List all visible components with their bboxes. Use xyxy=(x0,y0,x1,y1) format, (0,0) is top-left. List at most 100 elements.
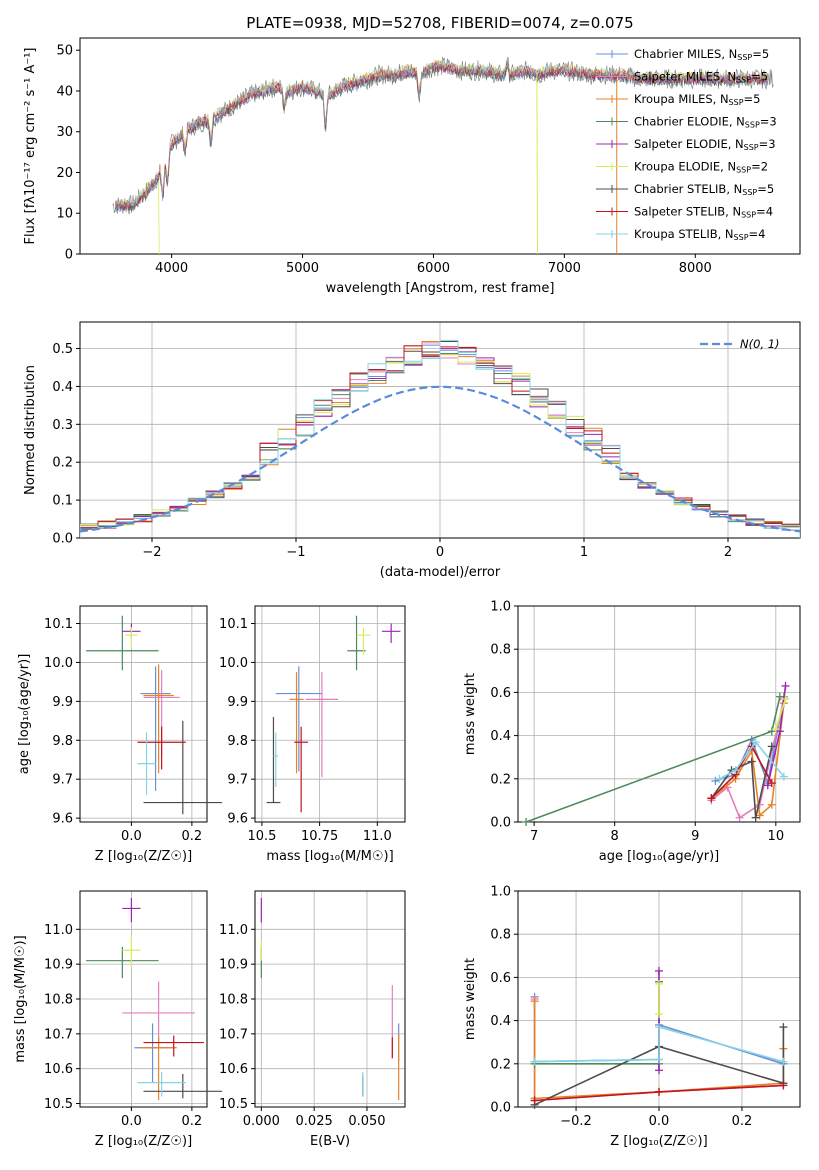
x-tick-label: 0.2 xyxy=(182,1114,203,1129)
y-tick-label: 10.0 xyxy=(44,656,73,671)
y-tick-label: 9.7 xyxy=(52,773,73,788)
y-tick-label: 0.5 xyxy=(52,342,73,357)
weight-series xyxy=(719,740,785,780)
y-axis-label: mass [log₁₀(M/M☉)] xyxy=(13,935,28,1062)
legend-label: Salpeter MILES, NSSP=5 xyxy=(634,70,768,85)
spectrum-lines xyxy=(112,56,774,254)
y-axis-label: mass weight xyxy=(463,958,478,1040)
y-tick-label: 9.8 xyxy=(52,734,73,749)
y-tick-label: 0.4 xyxy=(490,1014,511,1029)
weight-series xyxy=(775,698,787,730)
y-tick-label: 10.6 xyxy=(44,1062,73,1077)
x-tick-label: 6000 xyxy=(417,261,450,276)
legend-label: Salpeter STELIB, NSSP=4 xyxy=(634,205,773,220)
weight-series xyxy=(534,981,660,1065)
x-tick-label: −0.2 xyxy=(560,1114,592,1129)
y-tick-label: 9.9 xyxy=(227,695,248,710)
y-tick-label: 1.0 xyxy=(490,885,511,900)
x-axis-label: wavelength [Angstrom, rest frame] xyxy=(326,281,555,296)
panel-weight_vs_Z: −0.2 0.0 0.2 0.0 0.2 0.4 0.6 0.8 1.0 Z [log₁₀(Z/Z… xyxy=(463,885,801,1149)
x-tick-label: 0 xyxy=(436,545,444,560)
y-tick-label: 0.8 xyxy=(490,643,511,658)
legend-label: Kroupa STELIB, NSSP=4 xyxy=(634,227,765,242)
x-tick-label: 0.0 xyxy=(121,1114,142,1129)
x-tick-label: 0.050 xyxy=(348,1114,385,1129)
x-tick-label: 7000 xyxy=(548,261,581,276)
y-tick-label: 20 xyxy=(56,166,73,181)
y-tick-label: 11.0 xyxy=(219,923,248,938)
legend-label: N(0, 1) xyxy=(740,337,780,351)
y-tick-label: 9.9 xyxy=(52,695,73,710)
x-axis-label: Z [log₁₀(Z/Z☉)] xyxy=(610,1134,707,1149)
histograms xyxy=(80,339,800,538)
y-tick-label: 10.7 xyxy=(44,1027,73,1042)
y-axis-label: Normed distribution xyxy=(23,365,38,495)
y-tick-label: 0.2 xyxy=(52,456,73,471)
axes-frame xyxy=(517,605,801,823)
y-axis-label: Flux [fλ10⁻¹⁷ erg cm⁻² s⁻¹ A⁻¹] xyxy=(23,48,38,245)
axes-frame xyxy=(254,605,406,823)
legend-label: Chabrier MILES, NSSP=5 xyxy=(634,47,769,62)
axes-frame xyxy=(79,321,801,539)
panel-age_vs_mass: 10.5 10.75 11.0 9.6 9.7 9.8 9.9 10.0 10.1 mass [l… xyxy=(219,605,406,864)
y-tick-label: 10.9 xyxy=(219,958,248,973)
x-tick-label: 1 xyxy=(580,545,588,560)
x-tick-label: −1 xyxy=(286,545,305,560)
legend-label: Chabrier ELODIE, NSSP=3 xyxy=(634,115,777,130)
y-tick-label: 0.8 xyxy=(490,928,511,943)
figure-title: PLATE=0938, MJD=52708, FIBERID=0074, z=0… xyxy=(246,14,633,32)
y-tick-label: 30 xyxy=(56,125,73,140)
x-tick-label: 5000 xyxy=(286,261,319,276)
weight-series xyxy=(710,744,773,799)
residual-histogram xyxy=(80,339,800,538)
legend-label: Kroupa MILES, NSSP=5 xyxy=(634,92,760,107)
x-tick-label: −2 xyxy=(142,545,161,560)
axes-frame xyxy=(517,890,801,1108)
x-tick-label: 8 xyxy=(611,829,619,844)
y-tick-label: 1.0 xyxy=(490,600,511,615)
panel-weight_vs_age: 7 8 9 10 0.0 0.2 0.4 0.6 0.8 1.0 age [log₁₀(age/yr… xyxy=(463,600,801,864)
y-tick-label: 0.2 xyxy=(490,1057,511,1072)
y-tick-label: 0.2 xyxy=(490,772,511,787)
x-tick-label: 0.0 xyxy=(649,1114,670,1129)
y-tick-label: 9.7 xyxy=(227,773,248,788)
axes-frame xyxy=(254,890,406,1108)
x-tick-label: 0.2 xyxy=(732,1114,753,1129)
x-tick-label: 0.025 xyxy=(296,1114,333,1129)
y-tick-label: 10.1 xyxy=(44,617,73,632)
y-tick-label: 9.6 xyxy=(52,812,73,827)
panel-age_vs_Z: 0.0 0.2 9.6 9.7 9.8 9.9 10.0 10.1 Z [log₁₀(Z/Z☉)… xyxy=(17,605,223,864)
x-tick-label: 10 xyxy=(768,829,785,844)
panel-mass_vs_ebv: 0.000 0.025 0.050 10.5 10.6 10.7 10.8 10.9 11.0 E… xyxy=(219,890,406,1149)
y-tick-label: 0.6 xyxy=(490,971,511,986)
y-tick-label: 0 xyxy=(65,248,73,263)
x-tick-label: 11.0 xyxy=(363,829,392,844)
axes-frame xyxy=(79,890,208,1108)
x-tick-label: 2 xyxy=(724,545,732,560)
y-tick-label: 50 xyxy=(56,44,73,59)
x-tick-label: 4000 xyxy=(155,261,188,276)
y-tick-label: 10.1 xyxy=(219,617,248,632)
x-tick-label: 9 xyxy=(691,829,699,844)
y-tick-label: 0.0 xyxy=(490,816,511,831)
panel-mass_vs_Z: 0.0 0.2 10.5 10.6 10.7 10.8 10.9 11.0 Z [log₁₀(Z… xyxy=(13,890,223,1149)
legend: Chabrier MILES, NSSP=5 Salpeter MILES, NS… xyxy=(596,47,777,242)
weight-series xyxy=(534,1026,784,1063)
panel-residuals: −2 −1 0 1 2 0.0 0.1 0.2 0.3 0.4 0.5 (data-model)/er… xyxy=(23,321,801,580)
x-tick-label: 0.2 xyxy=(182,829,203,844)
panel-spectrum: 4000 5000 6000 7000 8000 0 10 20 30 40 50 wavelengt… xyxy=(23,37,801,296)
legend-label: Kroupa ELODIE, NSSP=2 xyxy=(634,160,768,175)
y-axis-label: mass weight xyxy=(463,673,478,755)
x-axis-label: Z [log₁₀(Z/Z☉)] xyxy=(95,849,192,864)
x-tick-label: 8000 xyxy=(679,261,712,276)
y-tick-label: 11.0 xyxy=(44,923,73,938)
y-tick-label: 9.8 xyxy=(227,734,248,749)
x-tick-label: 0.000 xyxy=(243,1114,280,1129)
y-tick-label: 10.9 xyxy=(44,958,73,973)
x-axis-label: Z [log₁₀(Z/Z☉)] xyxy=(95,1134,192,1149)
y-tick-label: 0.0 xyxy=(490,1101,511,1116)
y-tick-label: 0.4 xyxy=(490,729,511,744)
spectrum-edge xyxy=(536,70,539,254)
x-tick-label: 0.0 xyxy=(121,829,142,844)
x-axis-label: E(B-V) xyxy=(310,1134,350,1149)
